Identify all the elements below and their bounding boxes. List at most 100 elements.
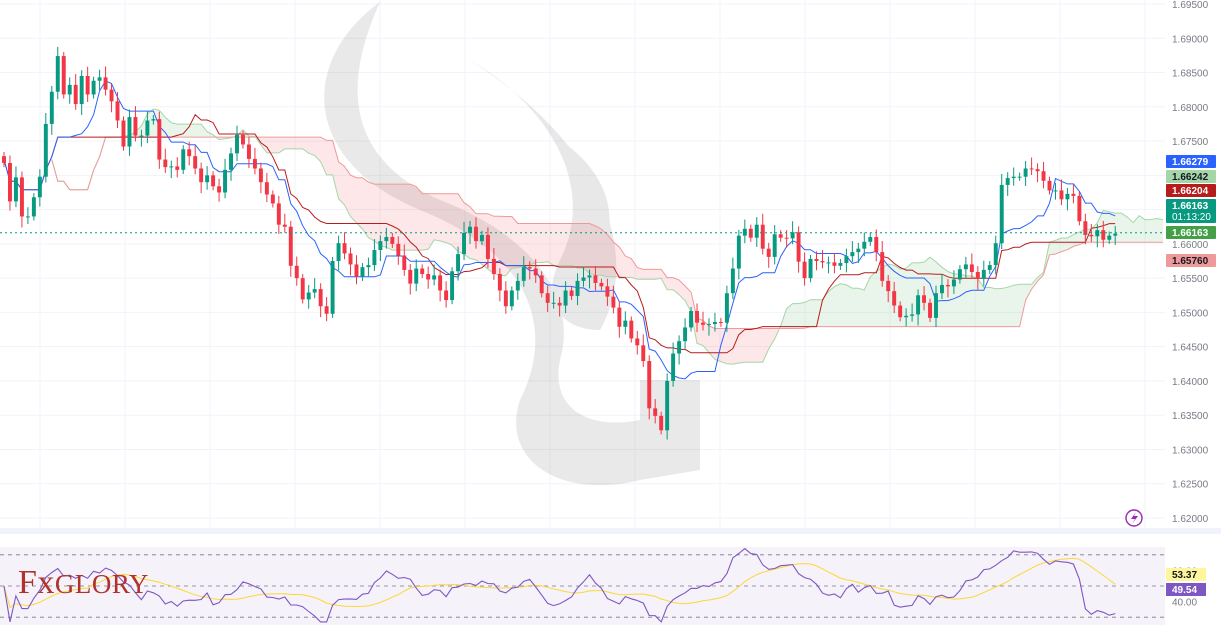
price-label-text: 1.66163 <box>1172 201 1209 212</box>
cloud-segment <box>697 318 703 346</box>
candle-body <box>402 255 407 270</box>
cloud-segment <box>655 269 662 280</box>
candle-body <box>1113 233 1118 236</box>
candle-body <box>450 271 455 301</box>
cloud-segment <box>254 136 261 146</box>
candle-body <box>981 269 986 279</box>
cloud-segment <box>529 223 536 266</box>
candle-body <box>390 237 395 244</box>
price-label-text: 1.66204 <box>1172 186 1209 197</box>
cloud-segment <box>428 193 435 250</box>
cloud-segment <box>667 277 674 290</box>
candle-body <box>928 302 932 318</box>
candle-body <box>97 77 102 81</box>
price-tick-label: 1.65500 <box>1172 274 1209 285</box>
candle-body <box>145 120 150 136</box>
candle-body <box>205 175 210 183</box>
candle-body <box>246 144 251 159</box>
price-tick-label: 1.68500 <box>1172 69 1209 80</box>
candle-body <box>1107 235 1112 240</box>
cloud-segment <box>547 223 554 266</box>
candle-body <box>139 135 144 137</box>
candle-body <box>778 234 783 238</box>
candle-body <box>707 324 711 326</box>
cloud-segment <box>768 328 775 349</box>
price-tick-label: 1.68000 <box>1172 103 1209 114</box>
candle-body <box>1005 178 1010 185</box>
countdown-text: 01:13:20 <box>1172 212 1211 223</box>
candle-body <box>468 226 472 233</box>
candle-body <box>121 120 126 147</box>
candle-body <box>1023 168 1028 177</box>
price-label-box <box>1166 170 1216 183</box>
cloud-segment <box>685 286 692 312</box>
candle-body <box>211 175 216 187</box>
candle-body <box>814 258 819 261</box>
candle-body <box>115 101 120 121</box>
candle-body <box>515 280 520 291</box>
cloud-segment <box>314 137 321 162</box>
candle-body <box>485 234 490 259</box>
candle-body <box>1035 169 1040 172</box>
candle-body <box>8 162 12 202</box>
cloud-segment <box>1151 218 1158 243</box>
candle-body <box>366 265 371 268</box>
candle-body <box>730 268 735 294</box>
candle-body <box>396 243 401 256</box>
cloud-segment <box>559 223 566 266</box>
candle-body <box>838 263 843 266</box>
candle-body <box>808 258 813 279</box>
cloud-segment <box>1145 219 1152 243</box>
cloud-segment <box>649 269 656 280</box>
candle-body <box>1053 190 1058 192</box>
candle-body <box>587 275 592 278</box>
candle-body <box>336 243 341 261</box>
cloud-segment <box>350 175 357 223</box>
cloud-segment <box>392 184 399 251</box>
candle-body <box>1017 176 1022 178</box>
candle-body <box>384 237 389 242</box>
candle-body <box>300 278 305 300</box>
cloud-segment <box>320 137 327 175</box>
candle-body <box>85 75 90 95</box>
cloud-segment <box>398 184 405 251</box>
rsi-pane <box>0 547 1165 623</box>
candle-body <box>963 264 968 270</box>
cloud-segment <box>553 223 560 266</box>
candle-body <box>617 307 622 327</box>
cloud-segment <box>876 267 883 327</box>
candle-body <box>784 237 789 239</box>
cloud-segment <box>207 131 214 138</box>
lightning-icon[interactable] <box>1125 509 1143 527</box>
candle-body <box>282 224 287 227</box>
kijun-line <box>3 113 1116 354</box>
cloud-segment <box>1121 213 1128 243</box>
cloud-segment <box>959 274 966 327</box>
candle-body <box>844 256 849 264</box>
cloud-segment <box>846 284 853 327</box>
rsi-line <box>3 547 1116 623</box>
candle-body <box>539 275 544 294</box>
candle-body <box>934 293 938 318</box>
price-label-box <box>1166 199 1216 223</box>
cloud-segment <box>1157 218 1164 243</box>
candle-body <box>557 302 562 306</box>
price-tick-label: 1.64000 <box>1172 377 1209 388</box>
candle-body <box>593 275 598 283</box>
rsi-label-text: 49.54 <box>1172 585 1197 596</box>
candle-body <box>73 84 78 105</box>
candle-body <box>1101 230 1106 240</box>
candle-body <box>438 275 443 291</box>
candle-body <box>987 265 992 270</box>
cloud-segment <box>798 302 805 329</box>
candle-body <box>826 262 831 264</box>
candle-body <box>1029 168 1034 170</box>
candle-body <box>898 305 903 318</box>
candle-body <box>133 117 138 136</box>
candle-body <box>241 134 245 145</box>
cloud-segment <box>1133 215 1140 243</box>
cloud-segment <box>619 247 626 278</box>
cloud-segment <box>792 303 799 329</box>
